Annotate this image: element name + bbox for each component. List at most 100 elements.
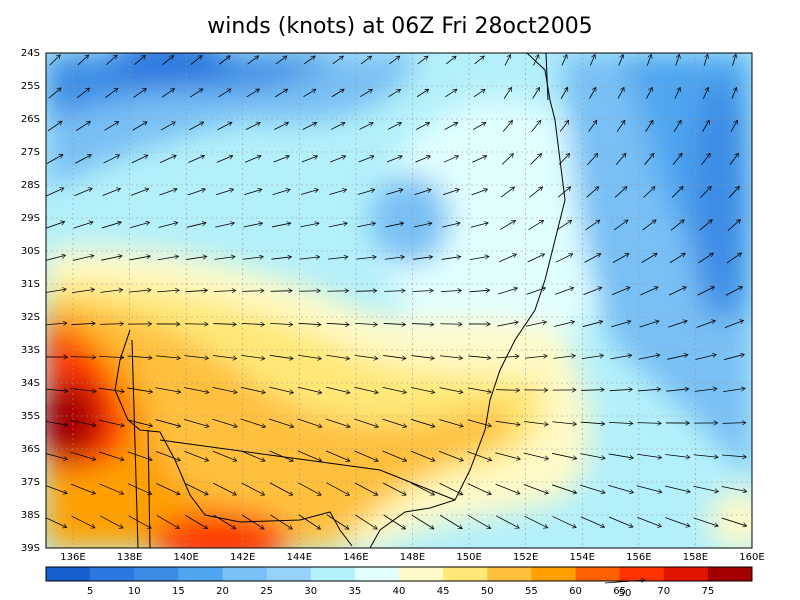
colorbar-swatch (443, 567, 488, 581)
colorbar-frame (45, 566, 753, 582)
wind-arrow (386, 156, 402, 163)
wind-arrow (102, 188, 121, 196)
wind-arrow (212, 386, 237, 392)
wind-arrow (273, 156, 289, 163)
wind-arrow (183, 418, 209, 426)
wind-arrow (242, 291, 264, 292)
wind-arrow (501, 154, 513, 165)
wind-arrow (99, 515, 123, 528)
wind-arrow (581, 355, 604, 360)
wind-arrow (271, 223, 291, 228)
colorbar-label: 35 (349, 586, 362, 597)
lat-label: 27S (21, 147, 40, 158)
lat-label: 35S (21, 411, 40, 422)
lon-label: 150E (456, 552, 481, 563)
wind-arrow (46, 255, 65, 261)
wind-arrow (304, 56, 315, 65)
wind-arrow (77, 55, 89, 66)
wind-arrow (439, 419, 463, 427)
wind-arrow (612, 253, 629, 263)
wind-arrow (186, 256, 207, 260)
wind-arrow (186, 223, 206, 228)
wind-arrow (127, 483, 152, 495)
lon-label: 144E (287, 552, 312, 563)
wind-arrow (241, 323, 265, 324)
wind-arrow (244, 156, 261, 163)
wind-arrow (159, 155, 176, 164)
wind-arrow (184, 482, 208, 494)
wind-arrow (384, 291, 405, 292)
colorbar-swatch (531, 567, 576, 581)
wind-arrow (589, 54, 595, 66)
wind-arrow (699, 220, 712, 231)
wind-arrow (608, 453, 634, 458)
wind-arrow (247, 56, 259, 65)
wind-arrow (724, 320, 744, 328)
wind-arrow (589, 87, 596, 99)
wind-arrow (498, 288, 517, 295)
lat-label: 28S (21, 180, 40, 191)
lat-label: 36S (21, 444, 40, 455)
wind-arrow (298, 514, 321, 529)
wind-arrow (297, 354, 321, 358)
wind-arrow (670, 220, 684, 231)
wind-arrow (410, 450, 435, 461)
wind-arrow (46, 453, 67, 460)
wind-arrow (128, 515, 152, 529)
wind-arrow (523, 484, 548, 494)
wind-arrow (270, 291, 292, 292)
wind-arrow (156, 515, 179, 528)
wind-arrow (240, 418, 266, 427)
wind-arrow (666, 389, 688, 391)
wind-arrow (240, 386, 265, 393)
wind-arrow (157, 290, 179, 292)
wind-arrow (160, 122, 175, 131)
wind-arrow (616, 120, 625, 132)
wind-arrow (302, 123, 317, 130)
wind-arrow (467, 387, 491, 392)
wind-arrow (551, 484, 577, 493)
wind-arrow (155, 387, 181, 393)
wind-arrow (524, 515, 547, 528)
wind-arrow (580, 422, 605, 424)
wind-arrow (700, 186, 712, 198)
lon-label: 136E (60, 552, 85, 563)
colorbar-swatch (222, 567, 268, 581)
wind-arrow (268, 418, 294, 427)
wind-arrow (49, 55, 61, 66)
wind-arrow (134, 55, 145, 65)
wind-arrow (438, 450, 463, 460)
wind-arrow (608, 485, 634, 492)
wind-arrow (270, 514, 293, 529)
wind-arrow (645, 120, 654, 132)
wind-arrow (74, 188, 92, 197)
wind-arrow (162, 55, 174, 65)
lat-label: 26S (21, 114, 40, 125)
wind-arrow (723, 388, 745, 393)
lon-label: 154E (570, 552, 595, 563)
wind-arrow (213, 290, 236, 291)
wind-arrow (644, 153, 654, 165)
lon-label: 148E (400, 552, 425, 563)
wind-arrow (732, 54, 735, 66)
wind-arrow (213, 482, 236, 495)
wind-arrow (328, 257, 348, 259)
wind-arrow (213, 324, 236, 325)
wind-arrow (130, 222, 149, 229)
wind-arrow (217, 122, 232, 131)
colorbar-swatch (354, 567, 400, 581)
wind-arrow (468, 515, 490, 528)
wind-arrow (411, 355, 435, 359)
wind-arrow (588, 120, 597, 132)
wind-arrow (580, 516, 605, 528)
wind-arrow (553, 356, 575, 359)
wind-arrow (331, 88, 344, 98)
wind-arrow (643, 186, 656, 198)
wind-arrow (386, 189, 403, 195)
wind-arrow (584, 254, 601, 263)
coastline (114, 53, 566, 548)
lon-label: 156E (626, 552, 651, 563)
wind-arrow (190, 56, 202, 65)
wind-arrow (412, 291, 434, 292)
